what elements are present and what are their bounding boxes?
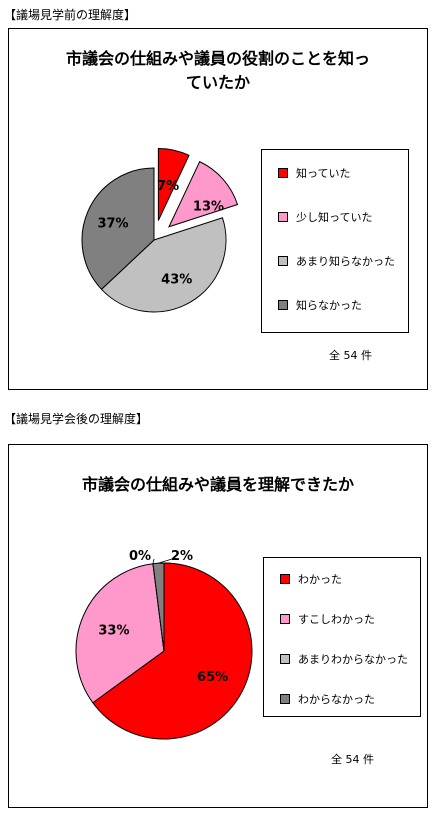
legend-swatch xyxy=(278,300,288,310)
pie-chart: 7% 13% 43% 37% xyxy=(81,147,239,313)
legend-item: あまりわからなかった xyxy=(280,652,408,666)
legend-label: 知っていた xyxy=(296,167,351,180)
legend-swatch xyxy=(280,694,290,704)
chart-panel-before: 市議会の仕組みや議員の役割のことを知っ ていたか 7% 13% 43% 37% 知って… xyxy=(8,28,428,390)
slice-value-label: 43% xyxy=(161,272,192,287)
legend-swatch xyxy=(280,654,290,664)
chart-panel-after: 市議会の仕組みや議員を理解できたか 65% 33% 0% 2% わかった すこしわかっ… xyxy=(8,444,428,808)
section-label-before: 【議場見学前の理解度】 xyxy=(4,8,137,22)
legend-label: あまり知らなかった xyxy=(296,255,395,268)
pie-chart: 65% 33% 0% 2% xyxy=(75,549,253,740)
pie-slice xyxy=(157,147,190,221)
pie-slice xyxy=(81,167,155,290)
pie-slice xyxy=(100,217,227,313)
slice-value-label: 2% xyxy=(171,549,193,564)
slice-value-label: 7% xyxy=(157,179,179,194)
legend-label: あまりわからなかった xyxy=(298,653,408,666)
leader-line xyxy=(158,558,173,564)
slice-value-label: 65% xyxy=(197,670,228,685)
legend: わかった すこしわかった あまりわからなかった わからなかった xyxy=(263,557,421,717)
legend-label: わからなかった xyxy=(298,693,375,706)
legend-item: 知らなかった xyxy=(278,298,362,312)
slice-value-label: 13% xyxy=(193,199,224,214)
legend-item: 少し知っていた xyxy=(278,210,372,224)
pie-slice xyxy=(92,562,253,740)
legend-swatch xyxy=(278,168,288,178)
chart-title: 市議会の仕組みや議員を理解できたか xyxy=(81,475,354,494)
legend-label: 知らなかった xyxy=(296,299,362,312)
legend-swatch xyxy=(278,212,288,222)
legend-swatch xyxy=(280,574,290,584)
total-count: 全 54 件 xyxy=(331,753,374,766)
slice-value-label: 37% xyxy=(97,216,128,231)
legend-label: 少し知っていた xyxy=(296,211,373,224)
legend: 知っていた 少し知っていた あまり知らなかった 知らなかった xyxy=(261,149,409,333)
legend-swatch xyxy=(278,256,288,266)
chart-title: 市議会の仕組みや議員の役割のことを知っ ていたか xyxy=(65,49,370,92)
legend-label: すこしわかった xyxy=(298,613,375,626)
legend-item: わかった xyxy=(280,572,342,586)
slice-value-label: 0% xyxy=(129,549,151,564)
leader-line xyxy=(152,558,155,564)
legend-item: あまり知らなかった xyxy=(278,254,395,268)
slice-value-label: 33% xyxy=(98,623,129,638)
legend-item: 知っていた xyxy=(278,166,350,180)
section-label-after: 【議場見学会後の理解度】 xyxy=(4,412,149,426)
pie-slice xyxy=(75,563,165,704)
legend-swatch xyxy=(280,614,290,624)
legend-label: わかった xyxy=(298,573,342,586)
legend-item: すこしわかった xyxy=(280,612,375,626)
total-count: 全 54 件 xyxy=(329,349,372,362)
pie-slice xyxy=(168,160,239,228)
legend-item: わからなかった xyxy=(280,692,375,706)
